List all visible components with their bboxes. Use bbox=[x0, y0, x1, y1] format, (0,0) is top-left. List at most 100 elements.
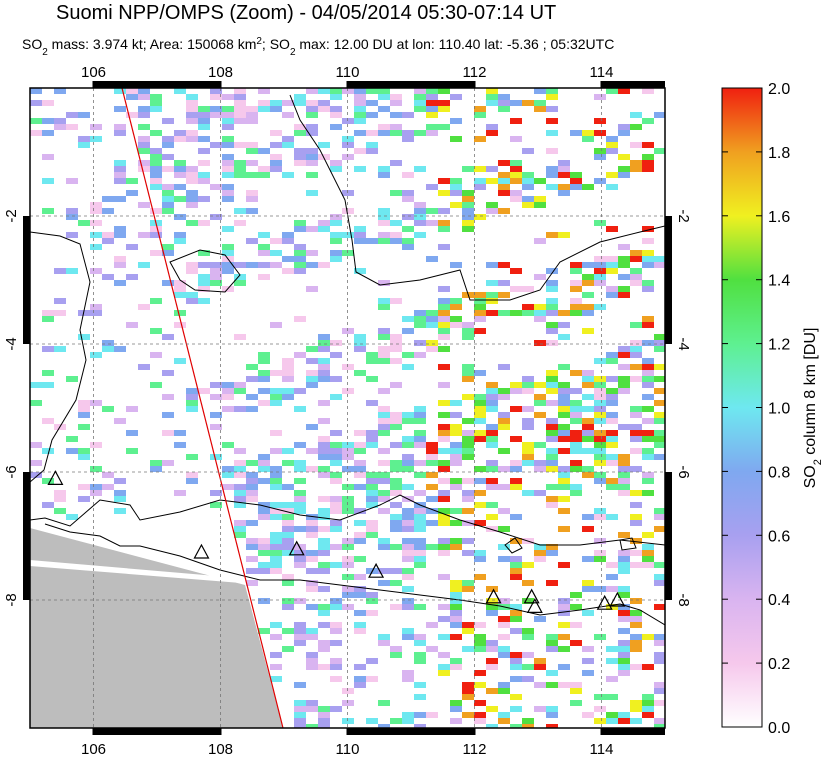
swath-pixel bbox=[642, 550, 654, 556]
swath-pixel bbox=[78, 424, 90, 430]
swath-pixel bbox=[414, 208, 426, 214]
swath-pixel bbox=[138, 166, 150, 172]
swath-pixel bbox=[330, 598, 342, 604]
swath-pixel bbox=[366, 142, 378, 148]
swath-pixel bbox=[414, 322, 426, 328]
swath-pixel bbox=[546, 148, 558, 154]
swath-pixel bbox=[318, 454, 330, 460]
swath-pixel bbox=[294, 502, 306, 508]
swath-pixel bbox=[102, 274, 114, 280]
swath-pixel bbox=[474, 112, 486, 118]
swath-pixel bbox=[462, 202, 474, 208]
swath-pixel bbox=[294, 460, 306, 466]
swath-pixel bbox=[570, 442, 582, 448]
swath-pixel bbox=[318, 88, 330, 94]
swath-pixel bbox=[510, 382, 522, 388]
swath-pixel bbox=[258, 502, 270, 508]
swath-pixel bbox=[318, 640, 330, 646]
swath-pixel bbox=[630, 160, 642, 166]
swath-pixel bbox=[390, 646, 402, 652]
swath-pixel bbox=[258, 100, 270, 106]
swath-pixel bbox=[342, 388, 354, 394]
swath-pixel bbox=[366, 592, 378, 598]
swath-pixel bbox=[210, 490, 222, 496]
swath-pixel bbox=[54, 496, 66, 502]
swath-pixel bbox=[438, 520, 450, 526]
swath-pixel bbox=[426, 220, 438, 226]
swath-pixel bbox=[438, 490, 450, 496]
swath-pixel bbox=[462, 208, 474, 214]
swath-pixel bbox=[66, 214, 78, 220]
swath-pixel bbox=[630, 448, 642, 454]
swath-pixel bbox=[306, 160, 318, 166]
swath-pixel bbox=[342, 232, 354, 238]
swath-pixel bbox=[390, 544, 402, 550]
swath-pixel bbox=[570, 688, 582, 694]
swath-pixel bbox=[606, 658, 618, 664]
swath-pixel bbox=[390, 568, 402, 574]
swath-pixel bbox=[618, 550, 630, 556]
swath-pixel bbox=[270, 664, 282, 670]
swath-pixel bbox=[474, 712, 486, 718]
swath-pixel bbox=[462, 418, 474, 424]
swath-pixel bbox=[330, 658, 342, 664]
swath-pixel bbox=[258, 466, 270, 472]
swath-pixel bbox=[414, 460, 426, 466]
swath-pixel bbox=[294, 148, 306, 154]
swath-pixel bbox=[630, 124, 642, 130]
swath-pixel bbox=[42, 154, 54, 160]
swath-pixel bbox=[510, 268, 522, 274]
swath-pixel bbox=[654, 634, 665, 640]
swath-pixel bbox=[582, 646, 594, 652]
swath-pixel bbox=[366, 238, 378, 244]
swath-pixel bbox=[150, 232, 162, 238]
swath-pixel bbox=[306, 358, 318, 364]
swath-pixel bbox=[198, 262, 210, 268]
swath-pixel bbox=[654, 442, 665, 448]
swath-pixel bbox=[558, 172, 570, 178]
swath-pixel bbox=[258, 376, 270, 382]
swath-pixel bbox=[378, 130, 390, 136]
y-tick-label: -8 bbox=[675, 593, 692, 606]
swath-pixel bbox=[630, 436, 642, 442]
swath-pixel bbox=[462, 442, 474, 448]
swath-pixel bbox=[54, 88, 66, 94]
swath-pixel bbox=[390, 478, 402, 484]
swath-pixel bbox=[414, 106, 426, 112]
swath-pixel bbox=[246, 118, 258, 124]
swath-pixel bbox=[114, 490, 126, 496]
subtitle: SO2 mass: 3.974 kt; Area: 150068 km2; SO… bbox=[22, 36, 614, 58]
swath-pixel bbox=[186, 172, 198, 178]
swath-pixel bbox=[546, 382, 558, 388]
swath-pixel bbox=[594, 538, 606, 544]
swath-pixel bbox=[486, 280, 498, 286]
swath-pixel bbox=[342, 700, 354, 706]
swath-pixel bbox=[294, 388, 306, 394]
subtitle-script: 2 bbox=[42, 47, 48, 58]
swath-pixel bbox=[402, 352, 414, 358]
swath-pixel bbox=[354, 442, 366, 448]
swath-pixel bbox=[78, 454, 90, 460]
swath-pixel bbox=[654, 436, 665, 442]
swath-pixel bbox=[186, 190, 198, 196]
swath-pixel bbox=[306, 262, 318, 268]
swath-pixel bbox=[282, 502, 294, 508]
swath-pixel bbox=[474, 520, 486, 526]
swath-pixel bbox=[354, 610, 366, 616]
swath-pixel bbox=[186, 292, 198, 298]
swath-pixel bbox=[150, 466, 162, 472]
swath-pixel bbox=[606, 418, 618, 424]
swath-pixel bbox=[282, 232, 294, 238]
swath-pixel bbox=[174, 196, 186, 202]
swath-pixel bbox=[138, 232, 150, 238]
swath-pixel bbox=[66, 514, 78, 520]
swath-pixel bbox=[546, 88, 558, 94]
swath-pixel bbox=[498, 742, 510, 748]
swath-pixel bbox=[378, 208, 390, 214]
swath-pixel bbox=[390, 418, 402, 424]
swath-pixel bbox=[534, 400, 546, 406]
swath-pixel bbox=[270, 652, 282, 658]
swath-pixel bbox=[630, 112, 642, 118]
swath-pixel bbox=[54, 490, 66, 496]
swath-pixel bbox=[582, 406, 594, 412]
